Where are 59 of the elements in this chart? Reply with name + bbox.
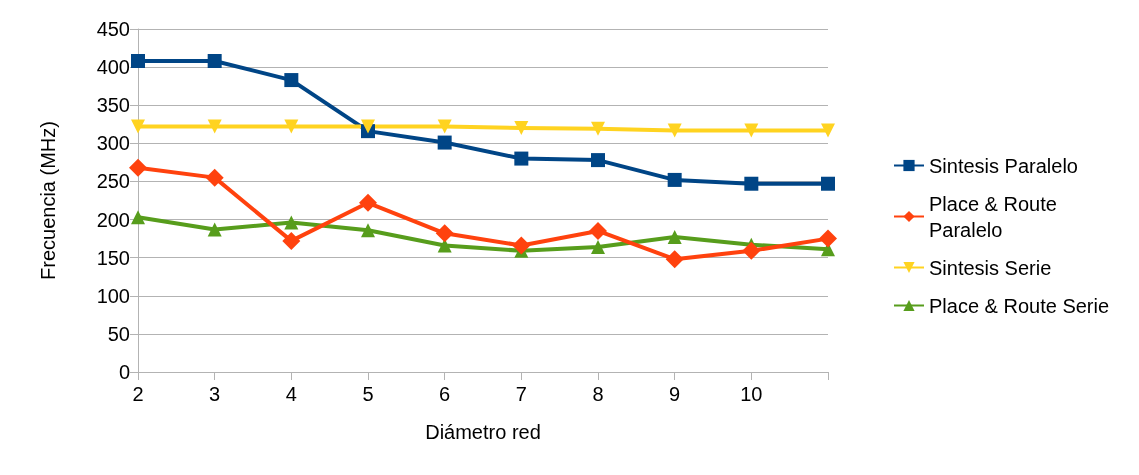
point [437, 119, 452, 134]
y-tick-label: 250 [96, 170, 130, 193]
point [284, 119, 299, 134]
y-tick-label: 450 [96, 18, 130, 40]
point [131, 54, 145, 69]
point [821, 123, 835, 138]
point [284, 73, 299, 88]
y-tick-label: 100 [96, 284, 130, 307]
y-tick-label: 0 [118, 361, 130, 383]
y-tick-label: 400 [96, 56, 130, 79]
point [821, 176, 835, 191]
point [361, 119, 375, 134]
y-axis-title: Frecuencia (MHz) [37, 121, 59, 280]
point [589, 221, 607, 240]
point [359, 193, 377, 212]
point [361, 223, 375, 238]
point [131, 119, 145, 134]
point [665, 250, 684, 269]
point [207, 54, 222, 69]
x-tick-label: 6 [439, 383, 451, 405]
x-tick-label: 5 [362, 383, 374, 405]
legend-label: Sintesis Serie [929, 256, 1052, 279]
point [129, 158, 147, 177]
y-tick-label: 50 [107, 322, 130, 345]
point [282, 231, 301, 250]
point [207, 119, 222, 134]
point [207, 222, 222, 237]
point [514, 151, 529, 166]
point [591, 240, 605, 254]
y-tick-label: 150 [96, 246, 130, 269]
x-tick-label: 4 [285, 383, 297, 405]
point [667, 230, 682, 245]
x-tick-label: 10 [740, 383, 763, 405]
y-tick-label: 200 [96, 208, 130, 231]
x-tick-label: 3 [209, 383, 221, 405]
x-axis-title: Diámetro red [425, 421, 541, 443]
point [435, 224, 454, 243]
point [744, 123, 759, 138]
x-tick-label: 9 [669, 383, 681, 405]
point [591, 153, 605, 168]
x-tick-label: 2 [132, 383, 144, 405]
point [437, 135, 452, 150]
legend-label: Sintesis Paralelo [929, 154, 1078, 177]
y-tick-label: 300 [96, 132, 130, 155]
point [514, 121, 529, 136]
point [512, 236, 531, 255]
x-tick-label: 7 [515, 383, 527, 405]
point [284, 215, 299, 230]
point [744, 176, 759, 191]
y-tick-label: 350 [96, 94, 130, 117]
point [591, 121, 605, 136]
point [819, 229, 837, 248]
point [742, 241, 761, 260]
x-tick-label: 8 [592, 383, 604, 405]
point [667, 172, 682, 187]
legend-label: Place & Route Serie [929, 294, 1110, 317]
point [667, 123, 682, 138]
point [205, 168, 224, 187]
legend-label: Place & Route Paralelo [929, 192, 1063, 241]
